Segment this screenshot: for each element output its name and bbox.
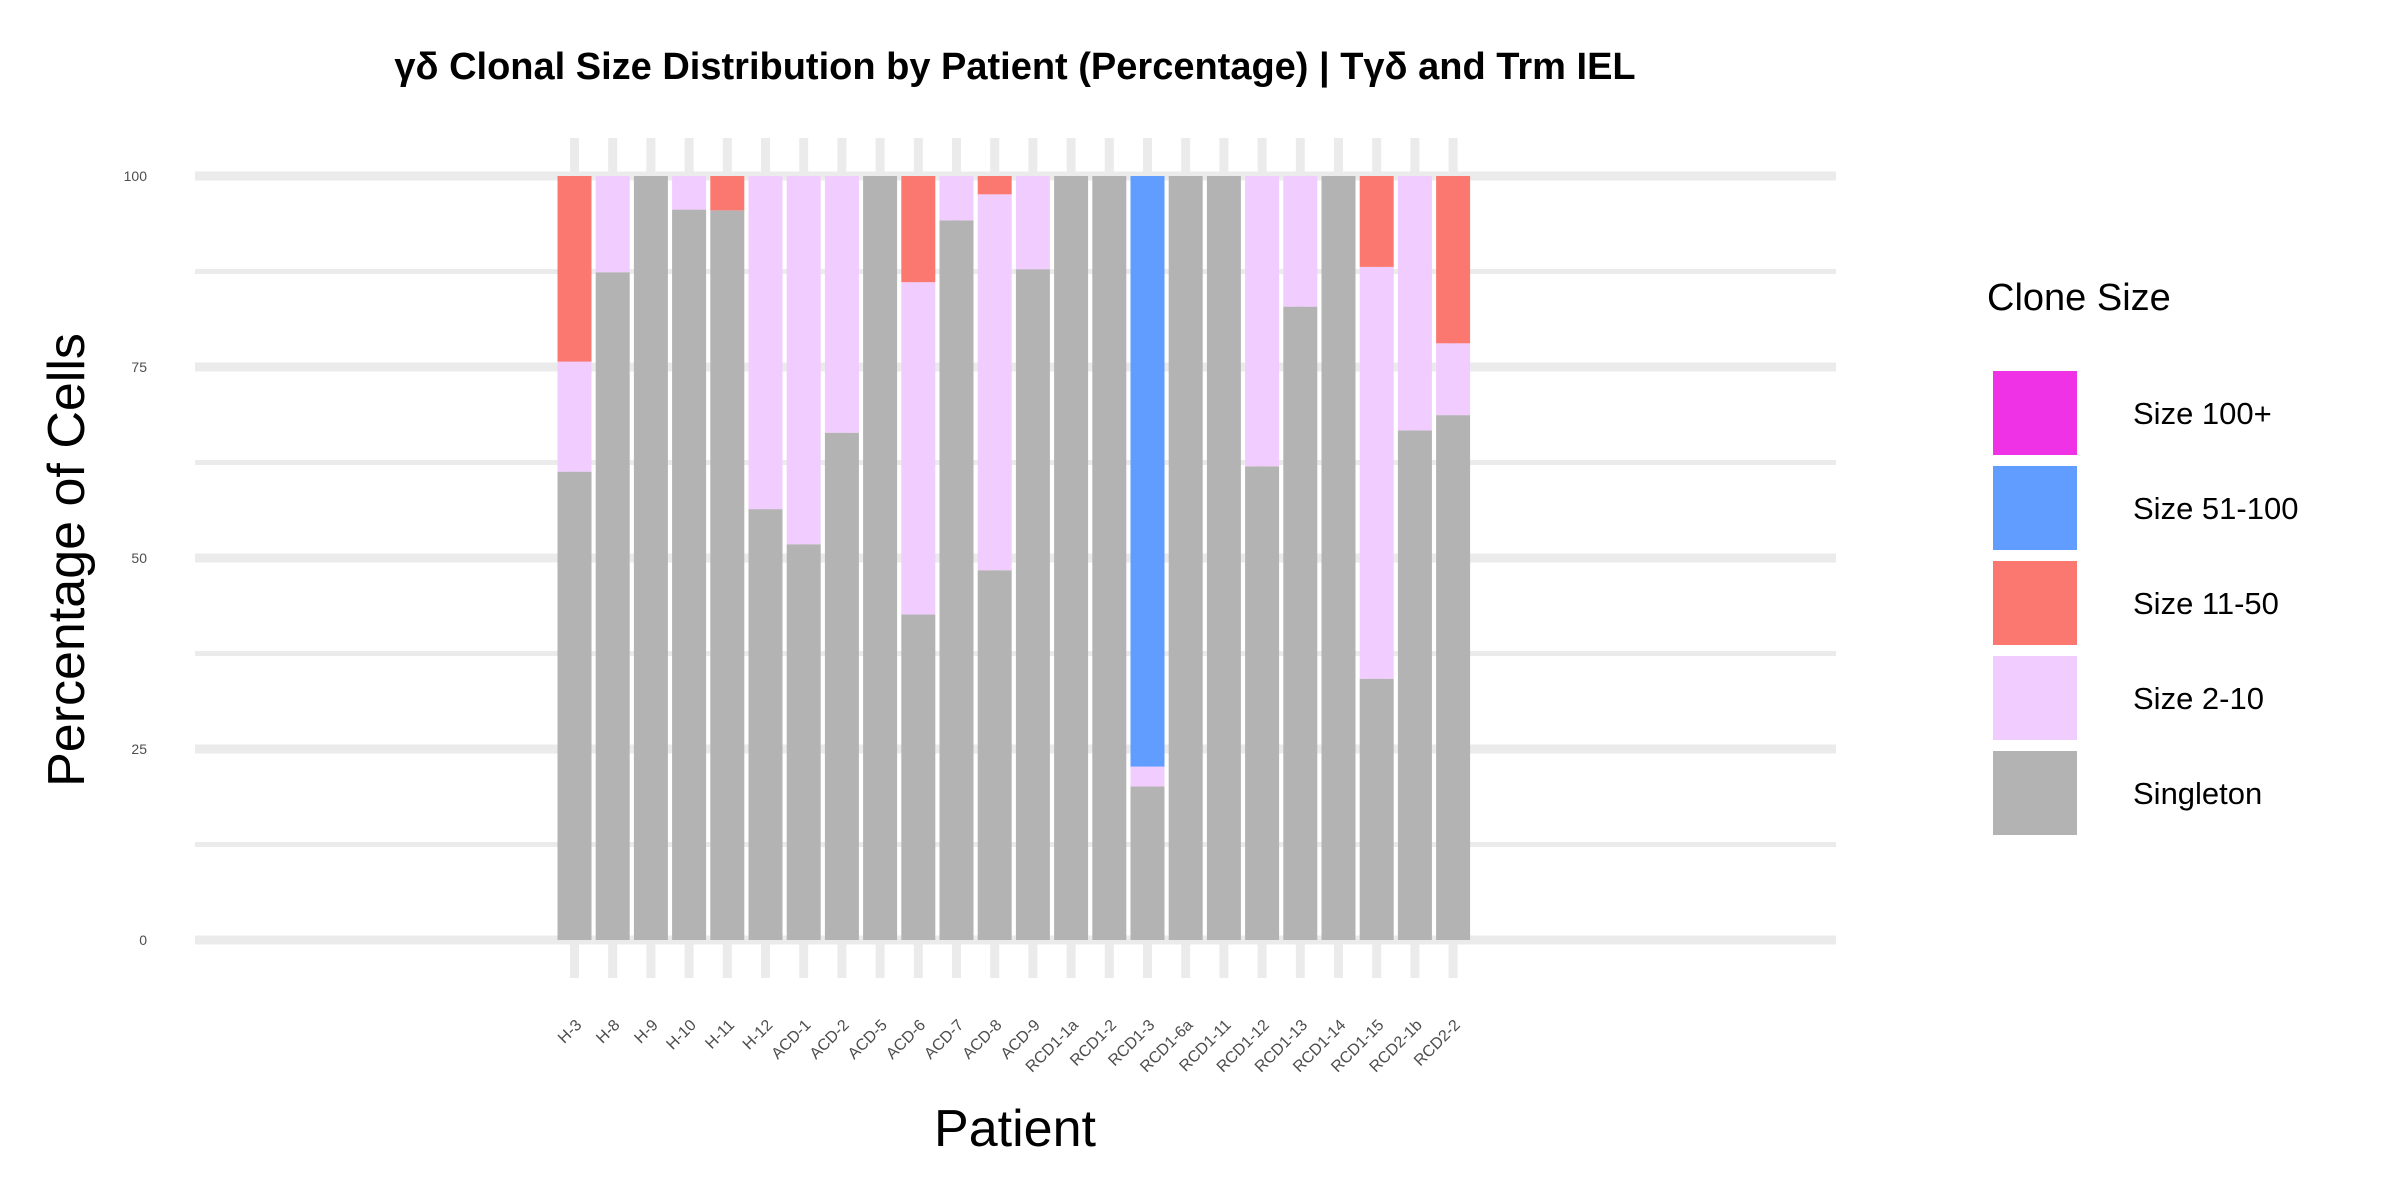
y-tick-label: 100 — [124, 168, 148, 184]
bar-segment — [787, 544, 821, 940]
grid-lines — [195, 138, 1836, 978]
bar-segment — [558, 362, 592, 472]
bar-segment — [1436, 415, 1470, 940]
x-axis-title: Patient — [934, 1100, 1096, 1158]
legend-swatch — [1993, 371, 2077, 455]
legend-swatch — [1993, 751, 2077, 835]
bar-segment — [940, 220, 974, 940]
x-tick-label: H-11 — [702, 1017, 738, 1053]
x-tick-label: ACD-8 — [960, 1017, 1006, 1063]
legend-title: Clone Size — [1987, 277, 2171, 319]
bar-segment — [940, 176, 974, 220]
bar-segment — [634, 176, 668, 940]
bar-segment — [1016, 176, 1050, 269]
y-tick-label: 75 — [131, 359, 147, 375]
y-tick-label: 25 — [131, 741, 147, 757]
bar-segment — [1245, 176, 1279, 466]
bar-segment — [1131, 176, 1165, 767]
bar-segment — [1360, 679, 1394, 940]
bar-segment — [1398, 430, 1432, 940]
bar-segment — [1436, 343, 1470, 415]
bar-segment — [558, 176, 592, 362]
legend-swatch — [1993, 466, 2077, 550]
x-tick-label: ACD-7 — [921, 1017, 967, 1063]
bar-segment — [1322, 176, 1356, 940]
bar-segment — [825, 433, 859, 940]
bar-segment — [1360, 267, 1394, 679]
x-tick-label: H-8 — [593, 1017, 623, 1047]
bar-segment — [901, 615, 935, 940]
bar-segment — [863, 176, 897, 940]
bar-segment — [901, 176, 935, 282]
x-tick-label: H-3 — [555, 1017, 585, 1047]
bar-segment — [1207, 176, 1241, 940]
legend-label: Size 11-50 — [2133, 586, 2279, 621]
bar-segment — [749, 176, 783, 509]
y-axis-ticks: 0 25 50 75 100 — [124, 168, 148, 948]
chart-title: γδ Clonal Size Distribution by Patient (… — [394, 46, 1635, 88]
x-tick-label: ACD-1 — [769, 1017, 815, 1063]
legend-swatch — [1993, 561, 2077, 645]
bar-segment — [710, 176, 744, 210]
legend-label: Size 51-100 — [2133, 491, 2298, 526]
bar-segment — [558, 472, 592, 940]
x-tick-label: ACD-6 — [883, 1017, 929, 1063]
bar-segment — [1131, 767, 1165, 787]
bar-segment — [1054, 176, 1088, 940]
legend-label: Singleton — [2133, 776, 2262, 811]
bar-segment — [710, 210, 744, 940]
bar-segment — [978, 194, 1012, 570]
bar-segment — [596, 176, 630, 272]
bar-segment — [1360, 176, 1394, 267]
x-tick-label: ACD-5 — [845, 1017, 891, 1063]
bar-segment — [1169, 176, 1203, 940]
bar-segment — [825, 176, 859, 433]
legend: Size 100+ Size 51-100 Size 11-50 Size 2-10 S… — [1993, 371, 2298, 835]
bar-segment — [901, 282, 935, 614]
bar-segment — [1398, 176, 1432, 430]
bar-segment — [596, 272, 630, 940]
y-tick-label: 0 — [139, 932, 147, 948]
bar-segment — [1131, 786, 1165, 940]
bar-segment — [787, 176, 821, 544]
y-axis-title: Percentage of Cells — [38, 333, 96, 787]
bar-segment — [749, 509, 783, 940]
legend-label: Size 2-10 — [2133, 681, 2264, 716]
bar-segment — [1436, 176, 1470, 343]
bar-segment — [1092, 176, 1126, 940]
bar-segment — [1245, 466, 1279, 940]
bar-segment — [1283, 176, 1317, 307]
y-tick-label: 50 — [131, 550, 147, 566]
bar-segment — [1016, 269, 1050, 940]
legend-swatch — [1993, 656, 2077, 740]
bar-segment — [672, 176, 706, 210]
x-tick-label: H-10 — [663, 1017, 700, 1054]
legend-label: Size 100+ — [2133, 396, 2272, 431]
x-axis-ticks: H-3 H-8 H-9 H-10 H-11 H-12ACD-1ACD-2ACD-5ACD-… — [555, 1017, 1464, 1076]
x-tick-label: H-9 — [631, 1017, 661, 1047]
bar-segment — [672, 210, 706, 940]
bar-segment — [978, 176, 1012, 194]
bar-segment — [1283, 307, 1317, 940]
bar-segment — [978, 570, 1012, 940]
x-tick-label: ACD-2 — [807, 1017, 853, 1063]
